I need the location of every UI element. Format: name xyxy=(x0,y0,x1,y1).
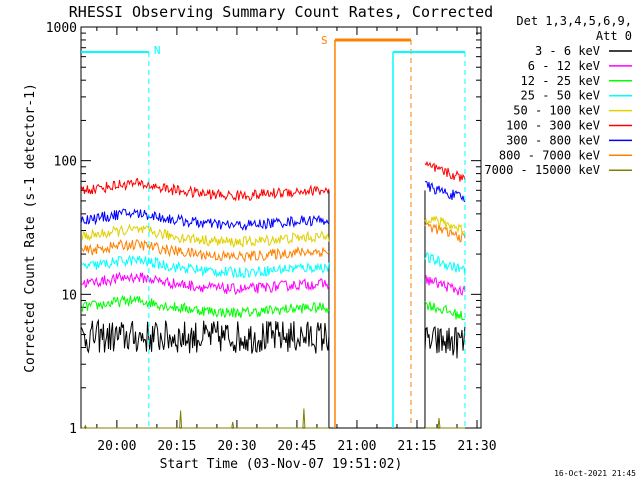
series-line-6-12-kev xyxy=(424,274,466,296)
chart-title: RHESSI Observing Summary Count Rates, Co… xyxy=(69,3,493,21)
x-tick-label: 20:30 xyxy=(217,439,256,454)
legend-label: 800 - 7000 keV xyxy=(499,148,600,162)
series-line-3-6-kev xyxy=(80,318,330,354)
x-tick-label: 20:45 xyxy=(277,439,316,454)
series-line-50-100-kev xyxy=(81,223,330,249)
x-tick-label: 20:15 xyxy=(157,439,196,454)
y-tick-label: 10 xyxy=(61,288,77,303)
saa-label: S xyxy=(321,34,328,47)
series-line-25-50-kev xyxy=(424,252,466,276)
series-line-7000-15000-kev xyxy=(81,408,329,429)
legend-header-line2: Att 0 xyxy=(596,29,632,43)
series-line-100-300-kev xyxy=(424,160,466,182)
x-tick-label: 21:00 xyxy=(337,439,376,454)
legend-header-line1: Det 1,3,4,5,6,9, xyxy=(516,14,632,28)
gap-markers xyxy=(328,190,426,428)
y-tick-label: 100 xyxy=(54,155,77,170)
legend-label: 100 - 300 keV xyxy=(506,119,600,133)
legend-label: 300 - 800 keV xyxy=(506,133,600,147)
series-line-300-800-kev xyxy=(80,208,330,231)
annotation-layer: NS xyxy=(81,34,466,428)
series-line-800-7000-kev xyxy=(81,239,330,264)
x-axis-label: Start Time (03-Nov-07 19:51:02) xyxy=(160,457,403,472)
generated-timestamp: 16-Oct-2021 21:45 xyxy=(554,469,636,478)
axis-ticks: 20:00 20:15 20:30 20:45 21:00 21:15 21:30 1 10 10… xyxy=(46,21,497,454)
series-line-100-300-kev xyxy=(80,177,330,202)
x-tick-label: 21:15 xyxy=(397,439,436,454)
series-line-7000-15000-kev xyxy=(425,417,465,429)
legend-label: 7000 - 15000 keV xyxy=(484,163,600,177)
series-line-3-6-kev xyxy=(424,325,466,359)
legend-label: 6 - 12 keV xyxy=(528,59,600,73)
y-tick-label: 1000 xyxy=(46,21,77,36)
y-axis-label: Corrected Count Rate (s-1 detector-1) xyxy=(23,83,38,373)
legend-label: 12 - 25 keV xyxy=(521,74,600,88)
y-tick-label: 1 xyxy=(69,422,77,437)
series-line-25-50-kev xyxy=(81,254,330,279)
series-line-300-800-kev xyxy=(424,180,466,203)
x-tick-label: 21:30 xyxy=(457,439,496,454)
x-tick-label: 20:00 xyxy=(97,439,136,454)
series-line-6-12-kev xyxy=(81,271,330,296)
series-line-12-25-kev xyxy=(424,300,466,321)
legend-label: 50 - 100 keV xyxy=(513,104,600,118)
night-label: N xyxy=(154,44,161,57)
series-line-12-25-kev xyxy=(80,294,330,319)
series-line-50-100-kev xyxy=(424,215,466,236)
series-line-800-7000-kev xyxy=(424,221,466,243)
series-layer xyxy=(80,160,466,429)
legend-label: 3 - 6 keV xyxy=(535,44,600,58)
legend-label: 25 - 50 keV xyxy=(521,89,600,103)
